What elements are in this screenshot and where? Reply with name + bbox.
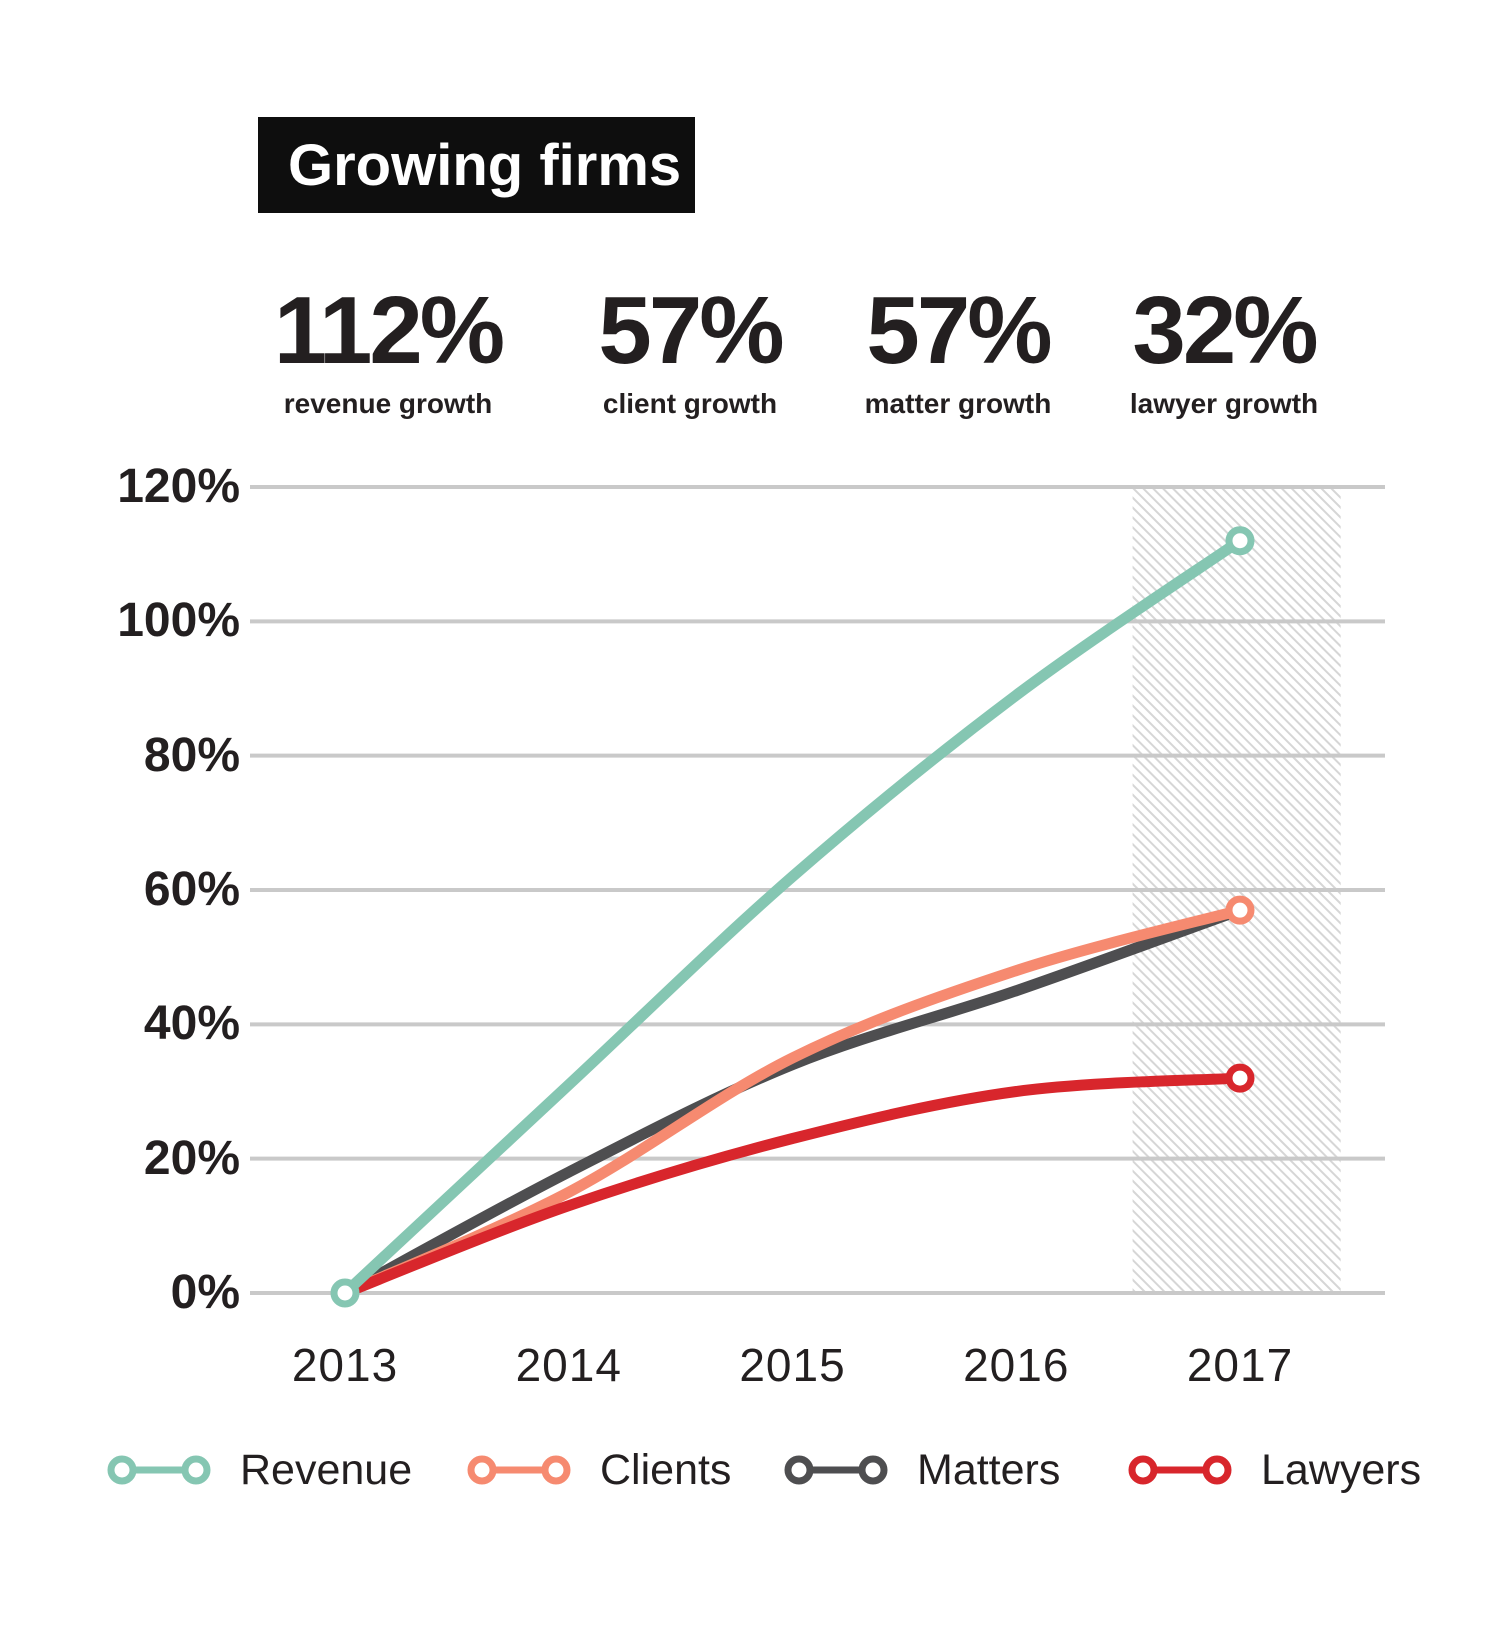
stat-value: 57% — [598, 277, 784, 384]
stat-value: 112% — [273, 277, 505, 384]
legend-item-clients — [466, 1452, 572, 1488]
chart-title: Growing firms — [288, 132, 682, 198]
data-point-marker-revenue-2013 — [330, 1278, 360, 1308]
y-axis-label-60: 60% — [143, 862, 240, 916]
legend-item-revenue — [106, 1452, 212, 1488]
legend-item-matters — [783, 1452, 889, 1488]
y-axis-label-120: 120% — [117, 459, 240, 513]
legend-swatch-matters-icon — [784, 1455, 888, 1485]
stat-revenue-growth: 112% revenue growth — [273, 277, 505, 421]
data-point-marker-lawyers-2017 — [1225, 1063, 1255, 1093]
x-axis-label-2016: 2016 — [963, 1339, 1070, 1391]
data-point-marker-revenue-2017 — [1225, 526, 1255, 556]
stat-client-growth: 57% client growth — [598, 277, 784, 421]
stat-label: client growth — [602, 388, 778, 419]
series-line-matters — [339, 904, 1246, 1299]
stat-lawyer-growth: 32% lawyer growth — [1129, 277, 1319, 421]
legend-swatch-clients-icon — [467, 1455, 571, 1485]
y-axis-label-100: 100% — [117, 594, 240, 648]
stat-value: 32% — [1132, 277, 1318, 384]
y-axis-label-80: 80% — [143, 728, 240, 782]
legend-label-revenue: Revenue — [240, 1446, 413, 1494]
legend-item-lawyers — [1127, 1452, 1233, 1488]
x-axis-label-2014: 2014 — [515, 1339, 622, 1391]
y-axis-label-0: 0% — [170, 1266, 240, 1319]
y-axis-label-40: 40% — [143, 997, 240, 1051]
title-banner: Growing firms — [258, 117, 695, 213]
legend-swatch-revenue-icon — [107, 1455, 211, 1485]
series-line-lawyers — [339, 1072, 1246, 1299]
legend-label-lawyers: Lawyers — [1261, 1446, 1422, 1494]
series-line-revenue — [339, 535, 1246, 1299]
x-axis-label-2015: 2015 — [739, 1339, 846, 1391]
y-axis-label-20: 20% — [143, 1131, 240, 1185]
stat-label: matter growth — [864, 388, 1052, 419]
legend-label-clients: Clients — [600, 1446, 732, 1494]
legend-label-matters: Matters — [917, 1446, 1061, 1494]
x-axis-label-2017: 2017 — [1186, 1339, 1294, 1391]
stat-label: lawyer growth — [1129, 388, 1319, 419]
stat-label: revenue growth — [283, 388, 493, 419]
legend-swatch-lawyers-icon — [1128, 1455, 1232, 1485]
data-point-marker-clients-2017 — [1225, 895, 1255, 925]
x-axis-label-2013: 2013 — [291, 1339, 399, 1391]
stat-value: 57% — [866, 277, 1052, 384]
stat-matter-growth: 57% matter growth — [864, 277, 1053, 421]
